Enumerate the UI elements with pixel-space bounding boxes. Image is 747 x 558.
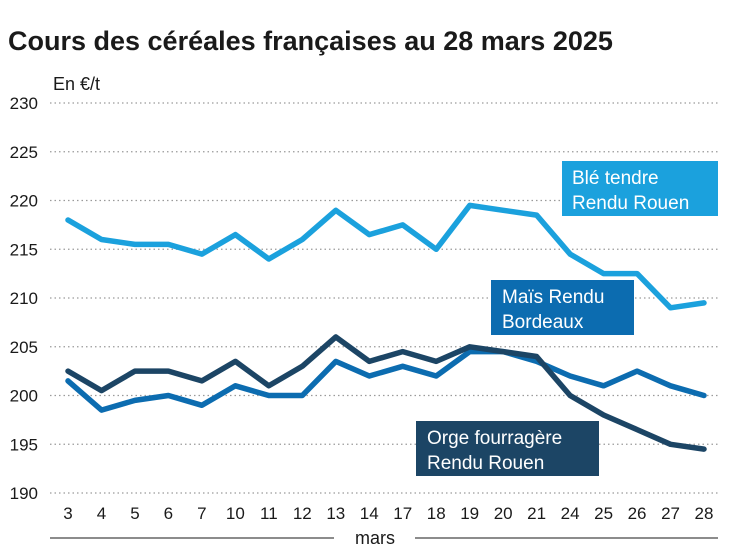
gridlines: [50, 102, 718, 494]
x-tick-label: 6: [164, 504, 173, 523]
chart-title: Cours des céréales françaises au 28 mars…: [8, 26, 613, 56]
x-tick-label: 12: [293, 504, 312, 523]
x-tick-label: 11: [260, 504, 278, 523]
y-tick-label: 210: [10, 289, 38, 308]
series-label-text: Orge fourragère: [427, 428, 562, 449]
y-tick-label: 200: [10, 387, 38, 406]
x-tick-label: 25: [594, 504, 613, 523]
y-tick-label: 225: [10, 143, 38, 162]
x-tick-label: 17: [393, 504, 412, 523]
x-tick-label: 21: [527, 504, 546, 523]
x-tick-label: 10: [226, 504, 245, 523]
y-tick-label: 215: [10, 240, 38, 259]
series-line: [65, 334, 707, 452]
x-tick-label: 20: [494, 504, 513, 523]
x-tick-label: 18: [427, 504, 446, 523]
series-label-text: Rendu Rouen: [427, 453, 544, 474]
y-tick-label: 205: [10, 338, 38, 357]
x-axis-title-group: mars: [50, 528, 718, 548]
series-lines: [65, 202, 707, 452]
x-tick-label: 4: [97, 504, 106, 523]
series-line: [65, 202, 707, 311]
y-tick-label: 220: [10, 192, 38, 211]
y-axis-unit-label: En €/t: [53, 74, 100, 94]
x-tick-label: 24: [561, 504, 580, 523]
series-label-box: [562, 161, 718, 216]
x-tick-label: 5: [130, 504, 139, 523]
series-label-text: Maïs Rendu: [502, 287, 604, 308]
series-labels: Blé tendre Rendu Rouen Maïs Rendu Bordeaux O…: [416, 161, 718, 476]
y-tick-label: 190: [10, 484, 38, 503]
series-line: [65, 348, 707, 413]
series-label-text: Rendu Rouen: [572, 193, 689, 214]
x-tick-label: 28: [695, 504, 714, 523]
x-tick-label: 13: [326, 504, 345, 523]
series-label-box: [416, 421, 599, 476]
series-label-text: Blé tendre: [572, 168, 659, 189]
x-tick-label: 26: [628, 504, 647, 523]
x-tick-label: 14: [360, 504, 379, 523]
y-tick-label: 195: [10, 435, 38, 454]
series-label-text: Bordeaux: [502, 312, 584, 333]
x-tick-label: 27: [661, 504, 680, 523]
y-tick-label: 230: [10, 94, 38, 113]
x-axis-title: mars: [355, 528, 395, 548]
y-axis-ticks: 190 195 200 205 210 215 220 225 230: [10, 94, 38, 503]
x-tick-label: 19: [460, 504, 479, 523]
x-axis-ticks: 3 4 5 6 7 10 11 12 13 14 17 18 19 20 21 24 25 26 27 28: [63, 504, 713, 523]
x-tick-label: 7: [197, 504, 206, 523]
series-label-box: [491, 280, 634, 335]
x-tick-label: 3: [63, 504, 72, 523]
